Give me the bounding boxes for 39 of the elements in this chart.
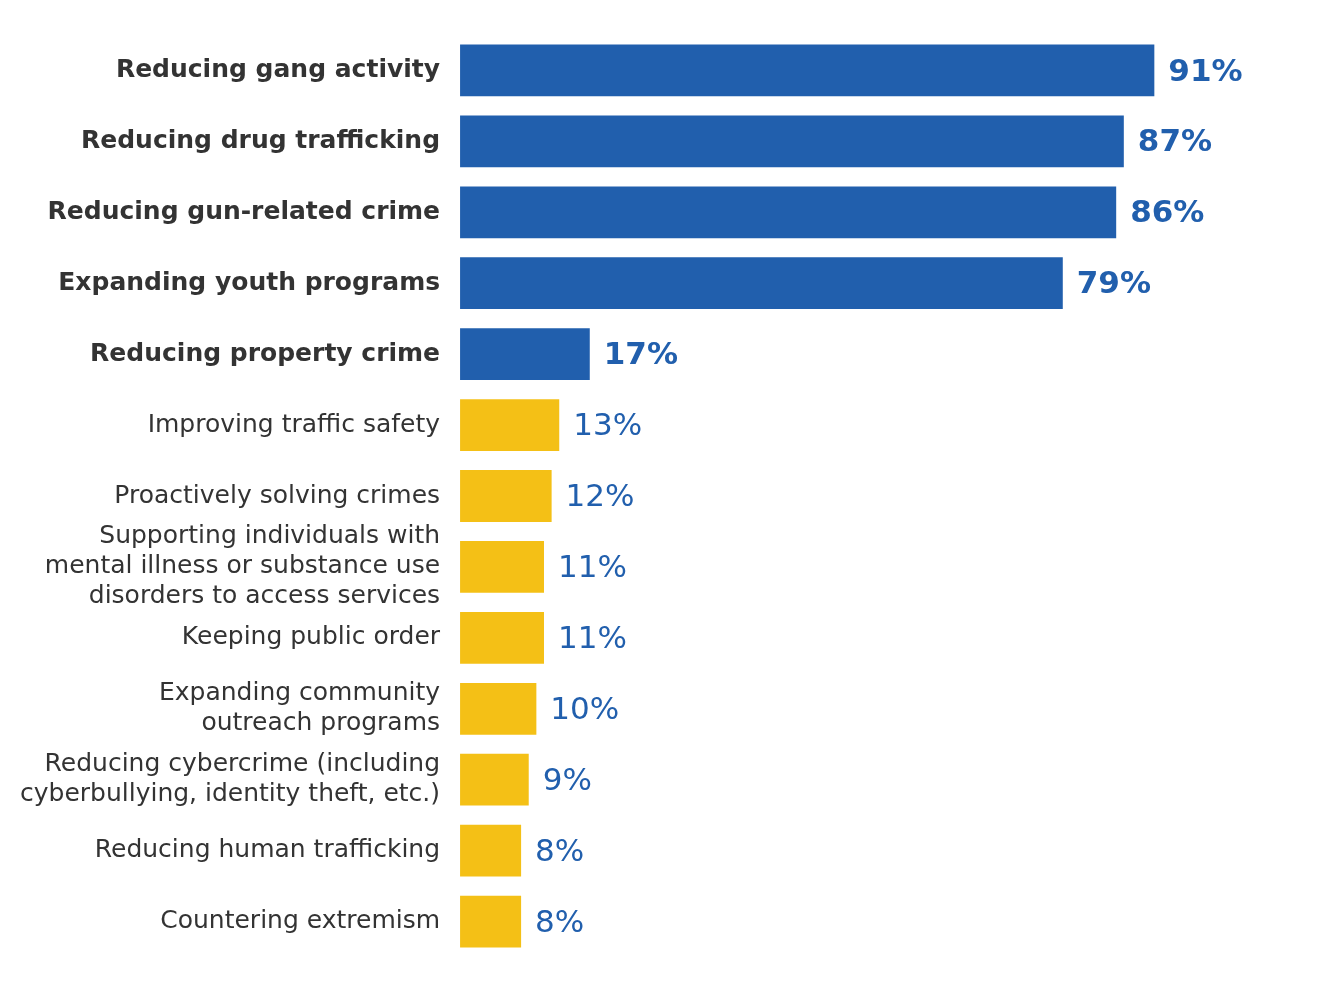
y-tick-label: Proactively solving crimes <box>114 479 441 509</box>
bar <box>460 44 1155 97</box>
data-label: 12% <box>565 477 635 514</box>
bar <box>460 541 544 593</box>
data-label: 91% <box>1168 51 1243 88</box>
bar <box>460 399 560 451</box>
data-label: 11% <box>557 618 627 655</box>
data-label: 11% <box>557 547 627 584</box>
data-label: 79% <box>1076 264 1151 301</box>
bar <box>460 470 552 522</box>
y-tick-label: Reducing gang activity <box>115 53 441 83</box>
bar <box>460 824 522 877</box>
y-tick-label: Reducing property crime <box>90 337 441 367</box>
bar <box>460 186 1117 239</box>
y-tick-label: Reducing human trafficking <box>94 834 441 864</box>
y-tick-label: Expanding community outreach programs <box>158 677 441 737</box>
data-label: 86% <box>1130 193 1205 230</box>
data-label: 13% <box>573 406 643 443</box>
data-label: 8% <box>535 902 585 939</box>
data-label: 10% <box>550 689 620 726</box>
bar <box>460 328 590 381</box>
y-tick-label: Keeping public order <box>181 621 441 651</box>
y-tick-label: Reducing gun-related crime <box>47 195 441 225</box>
y-tick-label: Improving traffic safety <box>147 408 441 438</box>
y-tick-label: Expanding youth programs <box>58 266 441 296</box>
bar <box>460 611 544 664</box>
y-tick-label: Countering extremism <box>160 905 441 935</box>
data-label: 9% <box>542 760 592 797</box>
bar <box>460 115 1124 168</box>
y-tick-label: Supporting individuals with mental illness or substance use disorders to access services <box>44 520 441 610</box>
bar <box>460 895 522 948</box>
data-label: 87% <box>1137 122 1213 159</box>
bar <box>460 257 1063 310</box>
y-tick-label: Reducing cybercrime (including cyberbullying, identity theft, etc.) <box>19 748 441 808</box>
bar <box>460 682 537 735</box>
data-label: 17% <box>603 335 678 372</box>
y-tick-label: Reducing drug trafficking <box>81 124 441 154</box>
bar <box>460 753 529 806</box>
data-label: 8% <box>535 831 585 868</box>
